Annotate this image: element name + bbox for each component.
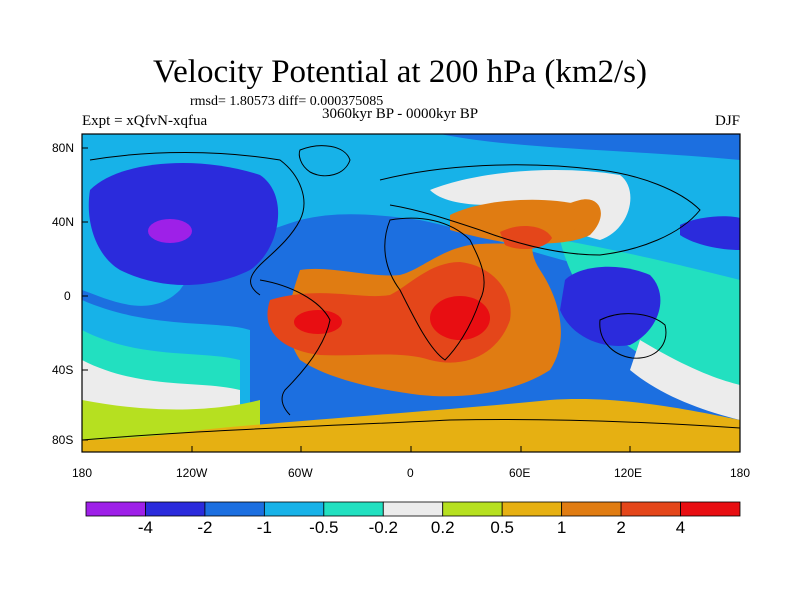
- coast-australia: [599, 313, 667, 359]
- colorbar-swatch: [680, 501, 741, 517]
- stats-text: rmsd= 1.80573 diff= 0.000375085: [190, 94, 384, 109]
- period-label: 3060kyr BP - 0000kyr BP: [322, 106, 479, 122]
- colorbar-label: 2: [616, 518, 626, 537]
- colorbar-label: -1: [256, 518, 272, 537]
- colorbar-label: -4: [137, 518, 154, 537]
- contour-field: [82, 134, 740, 452]
- lon-tick-120e: 120E: [614, 466, 643, 480]
- colorbar-label: 4: [675, 518, 686, 537]
- coast-africa: [384, 217, 485, 361]
- colorbar-label: 0.5: [490, 518, 514, 537]
- colorbar-swatch: [561, 501, 622, 517]
- coast-eurasia: [379, 164, 701, 256]
- lon-tick-180e: 180: [730, 466, 751, 480]
- colorbar-swatch: [620, 501, 681, 517]
- lat-tick-0: 0: [64, 289, 71, 303]
- field-purple-core: [148, 219, 192, 243]
- colorbar-swatch: [85, 501, 146, 517]
- coast-north-america: [89, 152, 305, 296]
- colorbar: [85, 501, 741, 517]
- lat-tick-80s: 80S: [52, 433, 74, 447]
- field-neutral-east: [630, 340, 740, 420]
- colorbar-label: 0.2: [430, 518, 455, 537]
- colorbar-swatch: [501, 501, 563, 517]
- coastlines: [82, 145, 740, 441]
- lat-tick-40n: 40N: [52, 215, 75, 229]
- season-label: DJF: [714, 113, 740, 129]
- lon-tick-180w: 180: [72, 466, 93, 480]
- colorbar-swatch: [382, 501, 444, 517]
- colorbar-swatch: [442, 501, 503, 517]
- lon-tick-60e: 60E: [509, 466, 531, 480]
- field-darkblue-east: [560, 266, 661, 346]
- lon-tick-60w: 60W: [288, 466, 313, 480]
- field-gold: [82, 399, 740, 452]
- field-orange-north: [450, 199, 583, 245]
- colorbar-labels: -4 -2 -1 -0.5 -0.2 0.2 0.5 1 2 4: [0, 518, 800, 538]
- field-red-core-1: [294, 310, 342, 334]
- colorbar-swatch: [145, 501, 206, 517]
- colorbar-swatch: [263, 501, 325, 517]
- lat-tick-40s: 40S: [52, 363, 74, 377]
- experiment-label: Expt = xQfvN-xqfua: [82, 113, 208, 129]
- colorbar-label: -2: [197, 518, 213, 537]
- field-darkblue-far: [680, 216, 740, 250]
- colorbar-label: -0.5: [309, 518, 339, 537]
- coast-south-america: [259, 279, 331, 416]
- field-darkorange-ne: [500, 226, 552, 250]
- field-red-core-2: [430, 296, 490, 340]
- lon-tick-0: 0: [407, 466, 414, 480]
- lon-tick-120w: 120W: [176, 466, 208, 480]
- axis-ticks: [81, 147, 741, 452]
- coast-greenland: [298, 145, 351, 177]
- colorbar-swatch: [204, 501, 265, 517]
- lat-tick-80n: 80N: [52, 141, 75, 155]
- colorbar-swatch: [323, 501, 384, 517]
- coast-antarctica: [82, 418, 740, 441]
- colorbar-label: 1: [556, 518, 567, 537]
- colorbar-label: -0.2: [368, 518, 398, 537]
- map-title: Velocity Potential at 200 hPa (km2/s): [152, 54, 648, 90]
